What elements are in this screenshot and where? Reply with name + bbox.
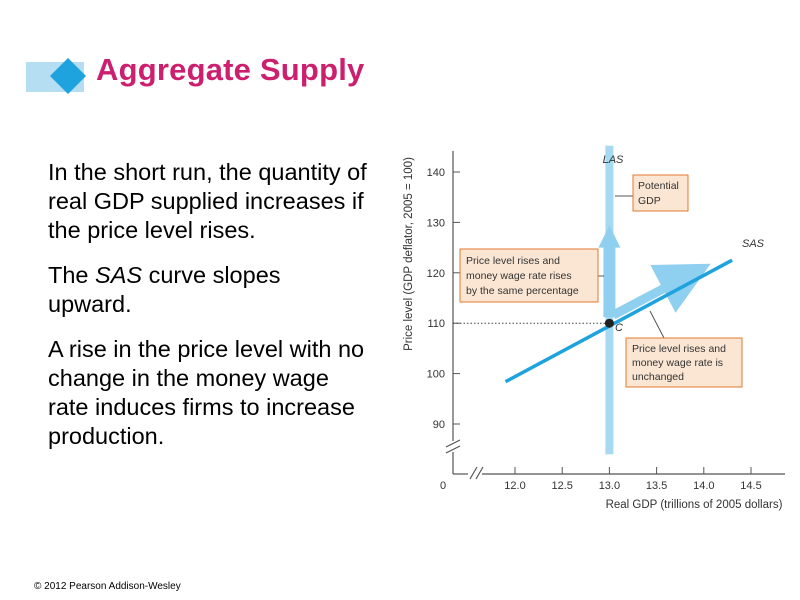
callout-box-wage-unchanged (625, 337, 743, 388)
series-layer (504, 145, 733, 455)
y-tick-label: 120 (427, 268, 445, 280)
paragraph-2: The SAS curve slopes upward. (48, 261, 368, 319)
point-c-label: C (615, 322, 623, 334)
callout-box-same-percentage (459, 248, 599, 303)
x-tick-label: 13.5 (646, 480, 667, 492)
callout-box-potential-gdp (632, 174, 689, 212)
paragraph-2-text-italic: SAS (95, 262, 143, 288)
y-axis-break-mark-1 (445, 439, 461, 448)
series-label-las: LAS (603, 154, 624, 166)
x-axis-label: Real GDP (trillions of 2005 dollars) (606, 499, 783, 511)
y-axis-label: Price level (GDP deflator, 2005 = 100) (403, 157, 415, 351)
callout-potential-gdp-line-2: GDP (638, 195, 661, 207)
paragraph-2-text-after: curve slopes upward. (48, 262, 281, 317)
y-axis-break-mark-2 (445, 445, 461, 454)
x-axis-break-mark-2 (475, 466, 484, 480)
y-tick-label: 130 (427, 217, 445, 229)
callout-wage-unchanged-line-2: money wage rate is (632, 357, 723, 369)
origin-label: 0 (440, 480, 446, 492)
y-tick-label: 90 (433, 419, 445, 431)
x-axis-ticks: 12.0 12.5 13.0 13.5 14.0 14.5 (504, 467, 762, 492)
x-axis-break-mark-1 (469, 466, 478, 480)
paragraph-1-text: In the short run, the quantity of real G… (48, 159, 367, 243)
sas-line (504, 258, 733, 384)
x-tick-label: 12.0 (504, 480, 525, 492)
paragraph-1: In the short run, the quantity of real G… (48, 158, 368, 245)
y-tick-label: 100 (427, 369, 445, 381)
copyright-notice: © 2012 Pearson Addison-Wesley (34, 581, 181, 592)
y-tick-label: 110 (427, 318, 445, 330)
paragraph-2-text-before: The (48, 262, 96, 288)
series-label-sas: SAS (742, 238, 765, 250)
callout-same-percentage-line-1: Price level rises and (466, 255, 560, 267)
las-arrow-shaft (603, 247, 616, 318)
y-axis-ticks: 90 100 110 120 130 140 (427, 167, 460, 431)
callout-same-percentage-line-2: money wage rate rises (466, 270, 572, 282)
callout-wage-unchanged-line-3: unchanged (632, 371, 684, 383)
paragraph-3-text: A rise in the price level with no change… (48, 336, 365, 449)
y-tick-label: 140 (427, 167, 445, 179)
body-text: In the short run, the quantity of real G… (48, 158, 368, 467)
x-tick-label: 12.5 (551, 480, 572, 492)
x-tick-label: 13.0 (599, 480, 620, 492)
callout-leader-wage-unchanged (649, 310, 665, 339)
las-arrow-head (598, 225, 621, 248)
callout-potential-gdp-line-1: Potential (638, 180, 679, 192)
title-diamond-decoration (26, 58, 86, 94)
x-tick-label: 14.5 (740, 480, 761, 492)
point-c-marker (604, 318, 614, 328)
paragraph-3: A rise in the price level with no change… (48, 335, 368, 451)
x-tick-label: 14.0 (693, 480, 714, 492)
page-title: Aggregate Supply (96, 52, 365, 87)
callout-wage-unchanged-line-1: Price level rises and (632, 343, 726, 355)
sas-arrow (611, 263, 711, 320)
callout-same-percentage-line-3: by the same percentage (466, 285, 579, 297)
